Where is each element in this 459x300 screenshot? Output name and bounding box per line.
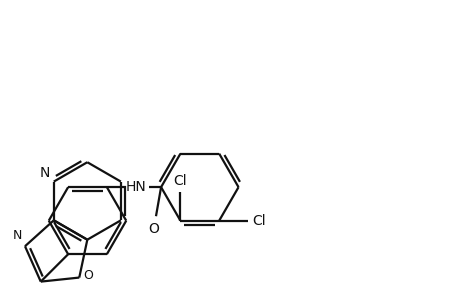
Text: N: N — [12, 229, 22, 242]
Text: HN: HN — [125, 180, 146, 194]
Text: O: O — [148, 222, 159, 236]
Text: O: O — [83, 269, 93, 282]
Text: N: N — [39, 166, 50, 180]
Text: Cl: Cl — [252, 214, 265, 228]
Text: Cl: Cl — [173, 174, 187, 188]
